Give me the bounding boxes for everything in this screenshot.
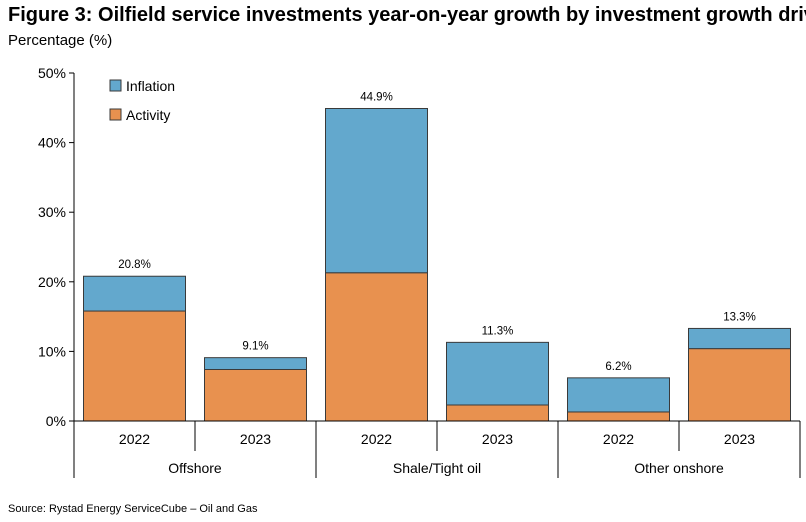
x-tick-label-4: 2022 xyxy=(603,431,634,447)
y-tick-label-3: 30% xyxy=(38,204,66,220)
group-label-1: Shale/Tight oil xyxy=(393,460,481,476)
total-label-1: 9.1% xyxy=(242,341,268,353)
group-label-2: Other onshore xyxy=(634,460,724,476)
y-tick-label-4: 40% xyxy=(38,135,66,151)
y-tick-label-2: 20% xyxy=(38,274,66,290)
bar-inflation-5 xyxy=(688,327,791,350)
bar-inflation-1 xyxy=(204,357,307,370)
total-label-2: 44.9% xyxy=(360,91,393,103)
bar-activity-1 xyxy=(204,368,307,422)
legend-label-activity: Activity xyxy=(126,107,170,123)
total-label-5: 13.3% xyxy=(723,311,756,323)
x-tick-label-5: 2023 xyxy=(724,431,755,447)
x-tick-label-0: 2022 xyxy=(119,431,150,447)
y-axis-title: Percentage (%) xyxy=(8,32,113,49)
source-note: Source: Rystad Energy ServiceCube – Oil … xyxy=(8,503,258,515)
total-label-4: 6.2% xyxy=(605,361,631,373)
y-tick-label-5: 50% xyxy=(38,65,66,81)
group-label-0: Offshore xyxy=(168,460,222,476)
x-tick-label-1: 2023 xyxy=(240,431,271,447)
bar-activity-4 xyxy=(567,411,670,422)
y-tick-label-0: 0% xyxy=(46,413,66,429)
legend-swatch-activity xyxy=(109,108,122,121)
bar-activity-3 xyxy=(446,404,549,422)
bar-inflation-3 xyxy=(446,341,549,406)
bar-inflation-2 xyxy=(325,107,428,274)
bar-inflation-4 xyxy=(567,377,670,413)
y-tick-label-1: 10% xyxy=(38,343,66,359)
x-tick-label-2: 2022 xyxy=(361,431,392,447)
legend-swatch-inflation xyxy=(109,79,122,92)
chart-title: Figure 3: Oilfield service investments y… xyxy=(8,4,806,26)
legend-label-inflation: Inflation xyxy=(126,78,175,94)
total-label-3: 11.3% xyxy=(482,325,514,337)
bar-activity-5 xyxy=(688,348,791,422)
bar-inflation-0 xyxy=(83,275,186,312)
bar-activity-2 xyxy=(325,272,428,422)
bar-activity-0 xyxy=(83,310,186,422)
x-tick-label-3: 2023 xyxy=(482,431,513,447)
total-label-0: 20.8% xyxy=(118,259,151,271)
